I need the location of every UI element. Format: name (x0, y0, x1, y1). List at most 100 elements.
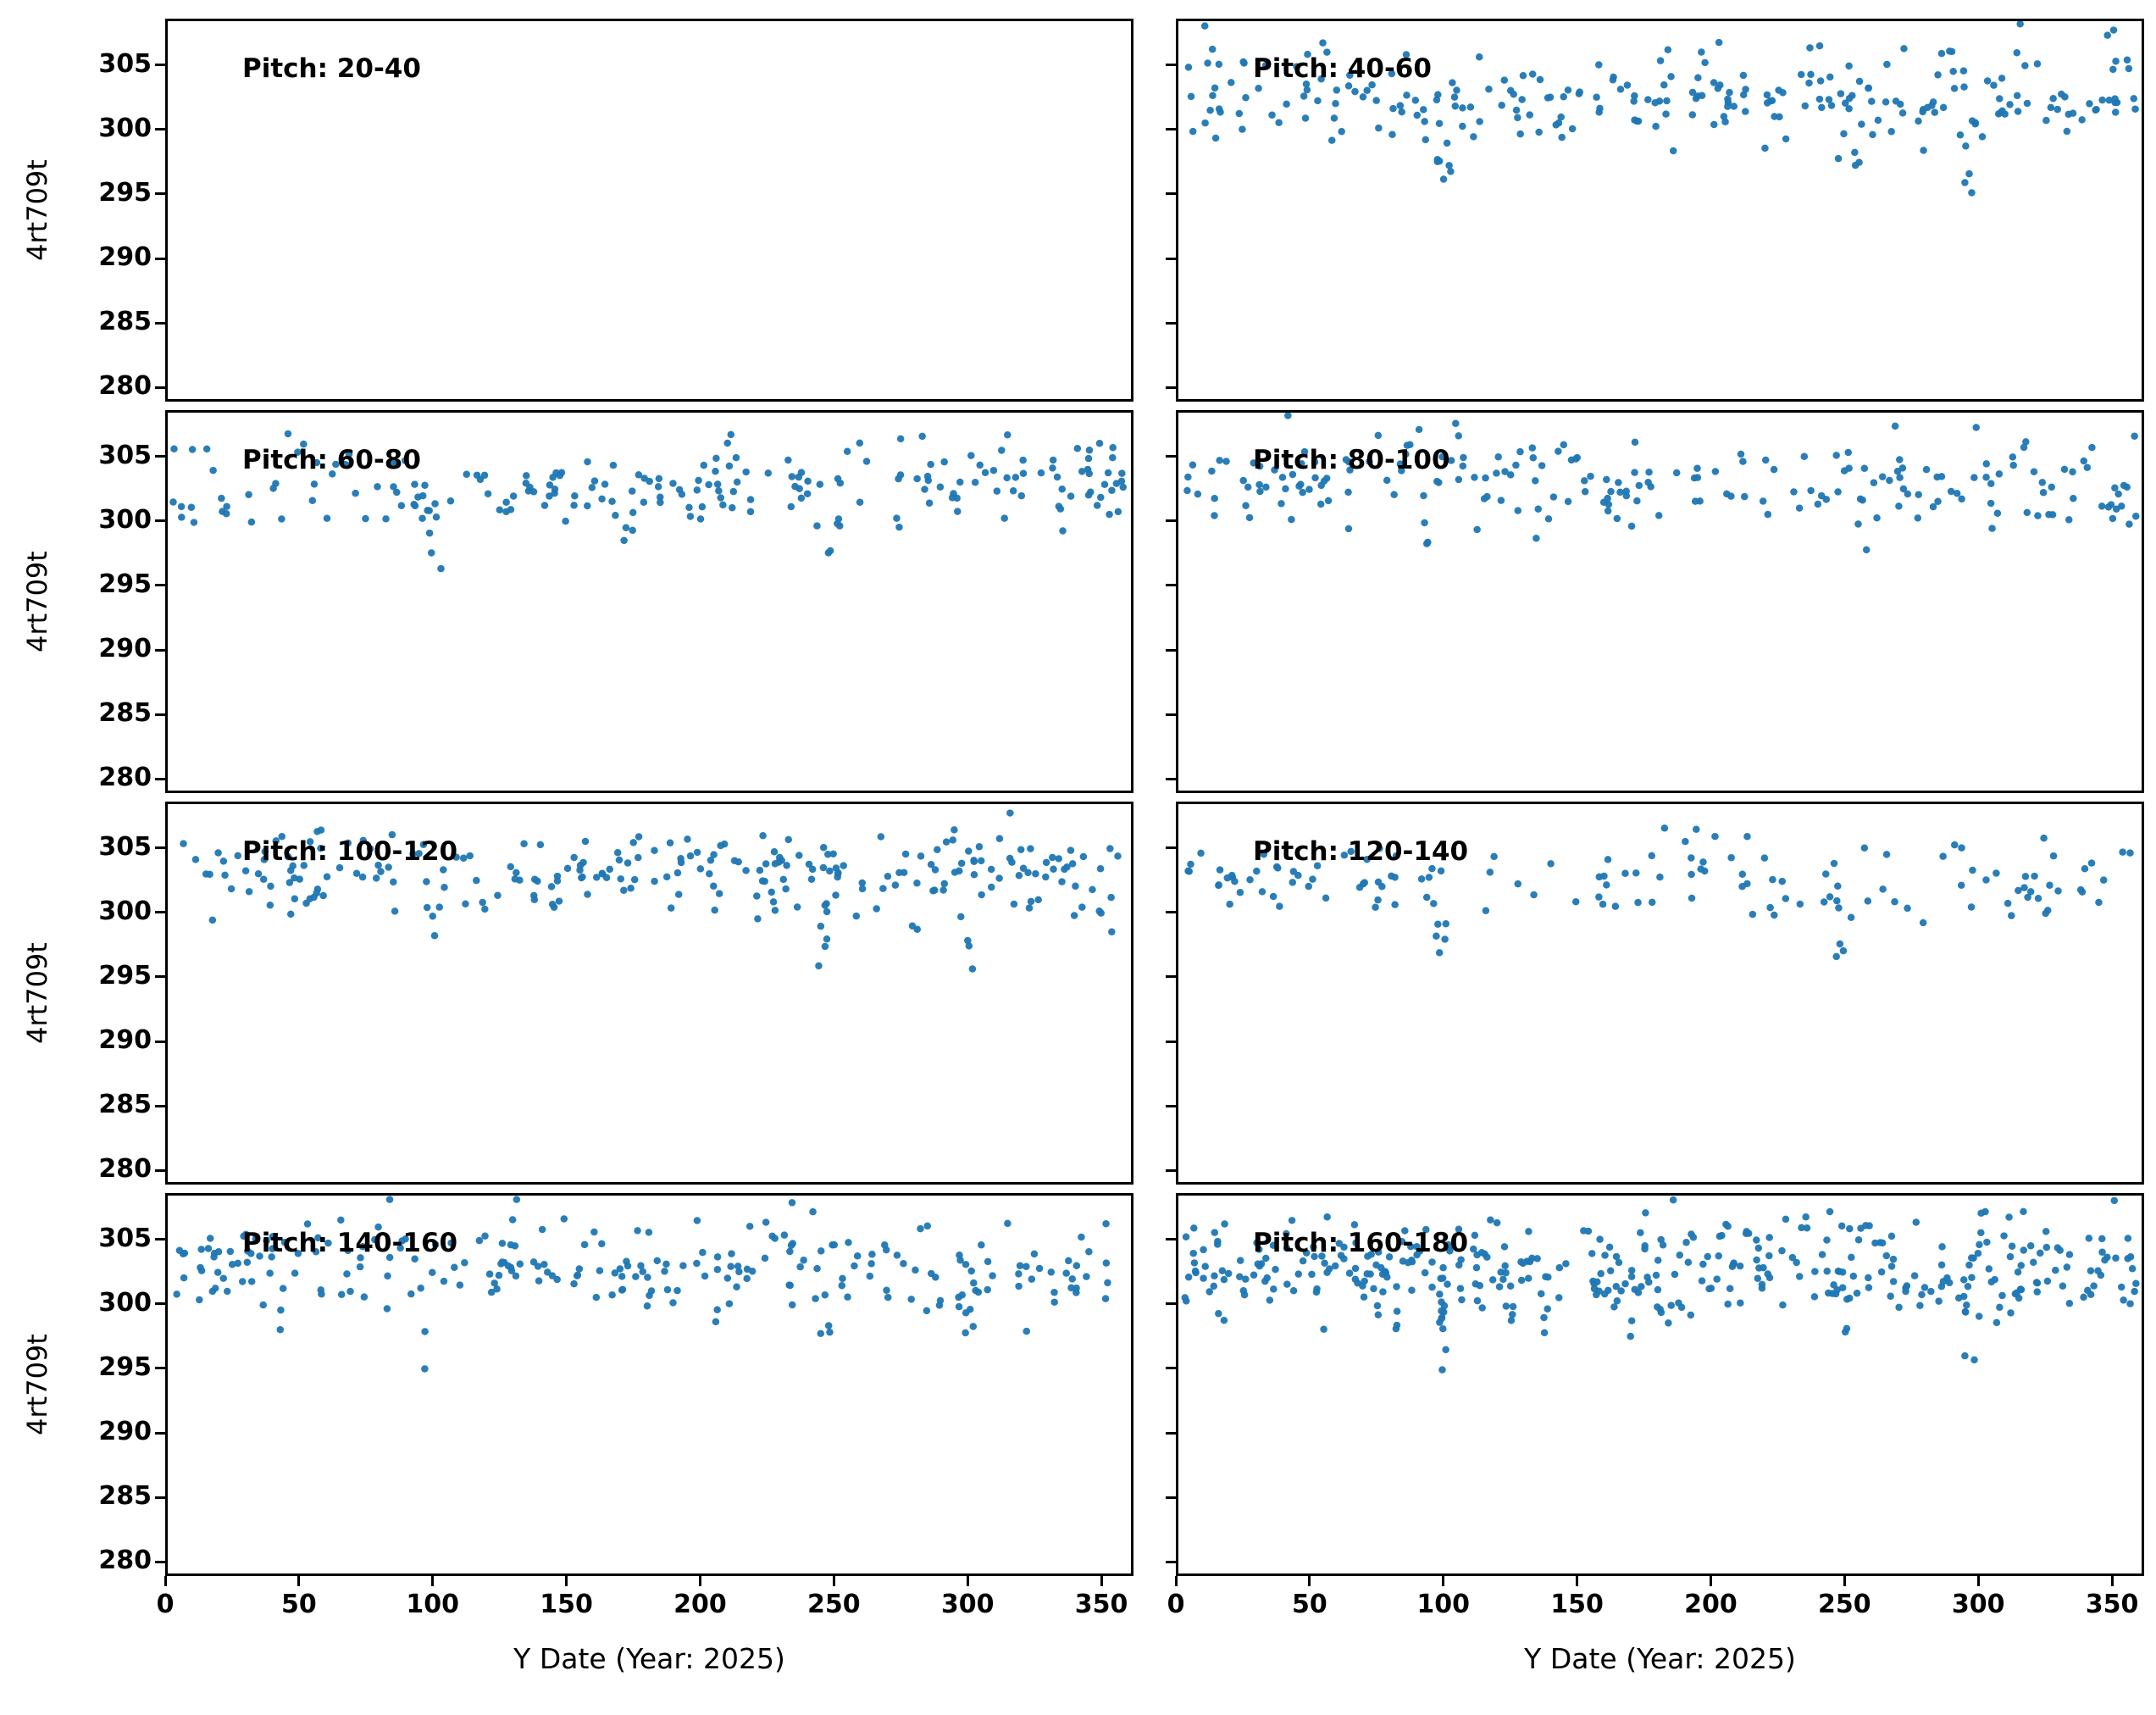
y-tick-mark (1166, 1104, 1176, 1107)
y-tick-label: 285 (98, 698, 152, 729)
x-tick-mark (966, 1576, 969, 1586)
x-tick-label: 350 (1074, 1590, 1128, 1619)
x-tick-label: 150 (540, 1590, 593, 1619)
y-tick-label: 300 (98, 896, 152, 926)
y-tick-label: 300 (98, 113, 152, 143)
y-tick-mark (1166, 777, 1176, 780)
y-tick-mark (1166, 455, 1176, 458)
x-tick-mark (1442, 1576, 1445, 1586)
y-tick-label: 290 (98, 242, 152, 273)
y-tick-label: 280 (98, 1546, 152, 1576)
y-tick-mark (155, 128, 165, 131)
x-axis-label: Y Date (Year: 2025) (1524, 1642, 1796, 1675)
y-tick-mark (155, 1040, 165, 1043)
y-tick-mark (1166, 911, 1176, 914)
y-tick-mark (155, 1238, 165, 1241)
y-tick-mark (155, 1104, 165, 1107)
subplot-title: Pitch: 60-80 (242, 445, 421, 475)
y-tick-mark (155, 519, 165, 523)
x-tick-label: 0 (1167, 1590, 1185, 1619)
y-tick-label: 295 (98, 569, 152, 599)
y-tick-mark (155, 455, 165, 458)
y-tick-mark (1166, 386, 1176, 389)
subplot-pitch-80-100: Pitch: 80-100 (1176, 410, 2144, 793)
subplot-pitch-60-80: Pitch: 60-80 (165, 410, 1133, 793)
x-tick-label: 50 (280, 1590, 317, 1619)
y-tick-label: 290 (98, 634, 152, 664)
x-tick-mark (698, 1576, 701, 1586)
y-tick-mark (1166, 1367, 1176, 1370)
y-tick-label: 295 (98, 1351, 152, 1382)
subplot-pitch-160-180: Pitch: 160-180 (1176, 1193, 2144, 1576)
x-tick-label: 300 (940, 1590, 995, 1619)
x-tick-mark (1709, 1576, 1712, 1586)
scatter-points (173, 1196, 1111, 1373)
y-tick-mark (155, 257, 165, 260)
y-tick-label: 290 (98, 1417, 152, 1447)
scatter-points (169, 430, 1128, 573)
y-tick-label: 300 (98, 504, 152, 535)
y-tick-mark (1166, 1560, 1176, 1563)
y-tick-mark (155, 1496, 165, 1499)
y-tick-mark (155, 1302, 165, 1306)
y-tick-mark (1166, 519, 1176, 523)
subplot-pitch-120-140: Pitch: 120-140 (1176, 802, 2144, 1185)
y-tick-mark (155, 1431, 165, 1435)
x-tick-mark (1174, 1576, 1178, 1586)
y-tick-label: 280 (98, 763, 152, 793)
y-tick-mark (1166, 1238, 1176, 1241)
y-tick-label: 285 (98, 307, 152, 337)
x-tick-mark (1576, 1576, 1579, 1586)
y-tick-mark (155, 321, 165, 325)
y-tick-mark (155, 975, 165, 979)
y-tick-mark (1166, 584, 1176, 587)
x-tick-mark (431, 1576, 435, 1586)
scatter-points (180, 809, 1122, 973)
x-tick-label: 100 (406, 1590, 460, 1619)
x-tick-label: 100 (1416, 1590, 1471, 1619)
y-tick-label: 280 (98, 371, 152, 402)
y-tick-mark (155, 64, 165, 67)
y-tick-label: 305 (98, 48, 152, 79)
y-tick-mark (155, 1168, 165, 1172)
y-tick-mark (1166, 257, 1176, 260)
y-tick-mark (1166, 846, 1176, 850)
y-tick-mark (1166, 1431, 1176, 1435)
subplot-pitch-40-60: Pitch: 40-60 (1176, 19, 2144, 402)
y-tick-mark (1166, 321, 1176, 325)
y-tick-mark (1166, 64, 1176, 67)
y-tick-label: 290 (98, 1025, 152, 1056)
x-tick-mark (164, 1576, 167, 1586)
y-tick-label: 295 (98, 177, 152, 208)
subplot-title: Pitch: 100-120 (242, 836, 458, 867)
y-axis-label: 4rt709t (21, 159, 53, 261)
y-tick-mark (155, 846, 165, 850)
y-tick-mark (1166, 1496, 1176, 1499)
y-tick-mark (155, 911, 165, 914)
subplot-title: Pitch: 80-100 (1253, 445, 1450, 475)
y-axis-label: 4rt709t (21, 942, 53, 1044)
y-tick-label: 305 (98, 1223, 152, 1253)
x-tick-label: 250 (1818, 1590, 1871, 1619)
y-tick-mark (155, 386, 165, 389)
y-tick-mark (1166, 1168, 1176, 1172)
subplot-pitch-100-120: Pitch: 100-120 (165, 802, 1133, 1185)
scatter-points (1181, 1196, 2140, 1374)
x-tick-label: 300 (1951, 1590, 2005, 1619)
y-tick-mark (1166, 1302, 1176, 1306)
y-tick-mark (155, 192, 165, 196)
y-tick-mark (155, 713, 165, 716)
scatter-points (1184, 824, 2134, 961)
y-tick-mark (1166, 648, 1176, 652)
subplot-title: Pitch: 40-60 (1253, 53, 1432, 84)
y-axis-label: 4rt709t (21, 1334, 53, 1435)
subplot-pitch-20-40: Pitch: 20-40 (165, 19, 1133, 402)
y-tick-mark (1166, 975, 1176, 979)
y-tick-mark (1166, 713, 1176, 716)
y-tick-mark (1166, 192, 1176, 196)
y-tick-mark (1166, 1040, 1176, 1043)
y-tick-mark (155, 1560, 165, 1563)
x-tick-label: 150 (1550, 1590, 1604, 1619)
subplot-title: Pitch: 140-160 (242, 1228, 458, 1258)
